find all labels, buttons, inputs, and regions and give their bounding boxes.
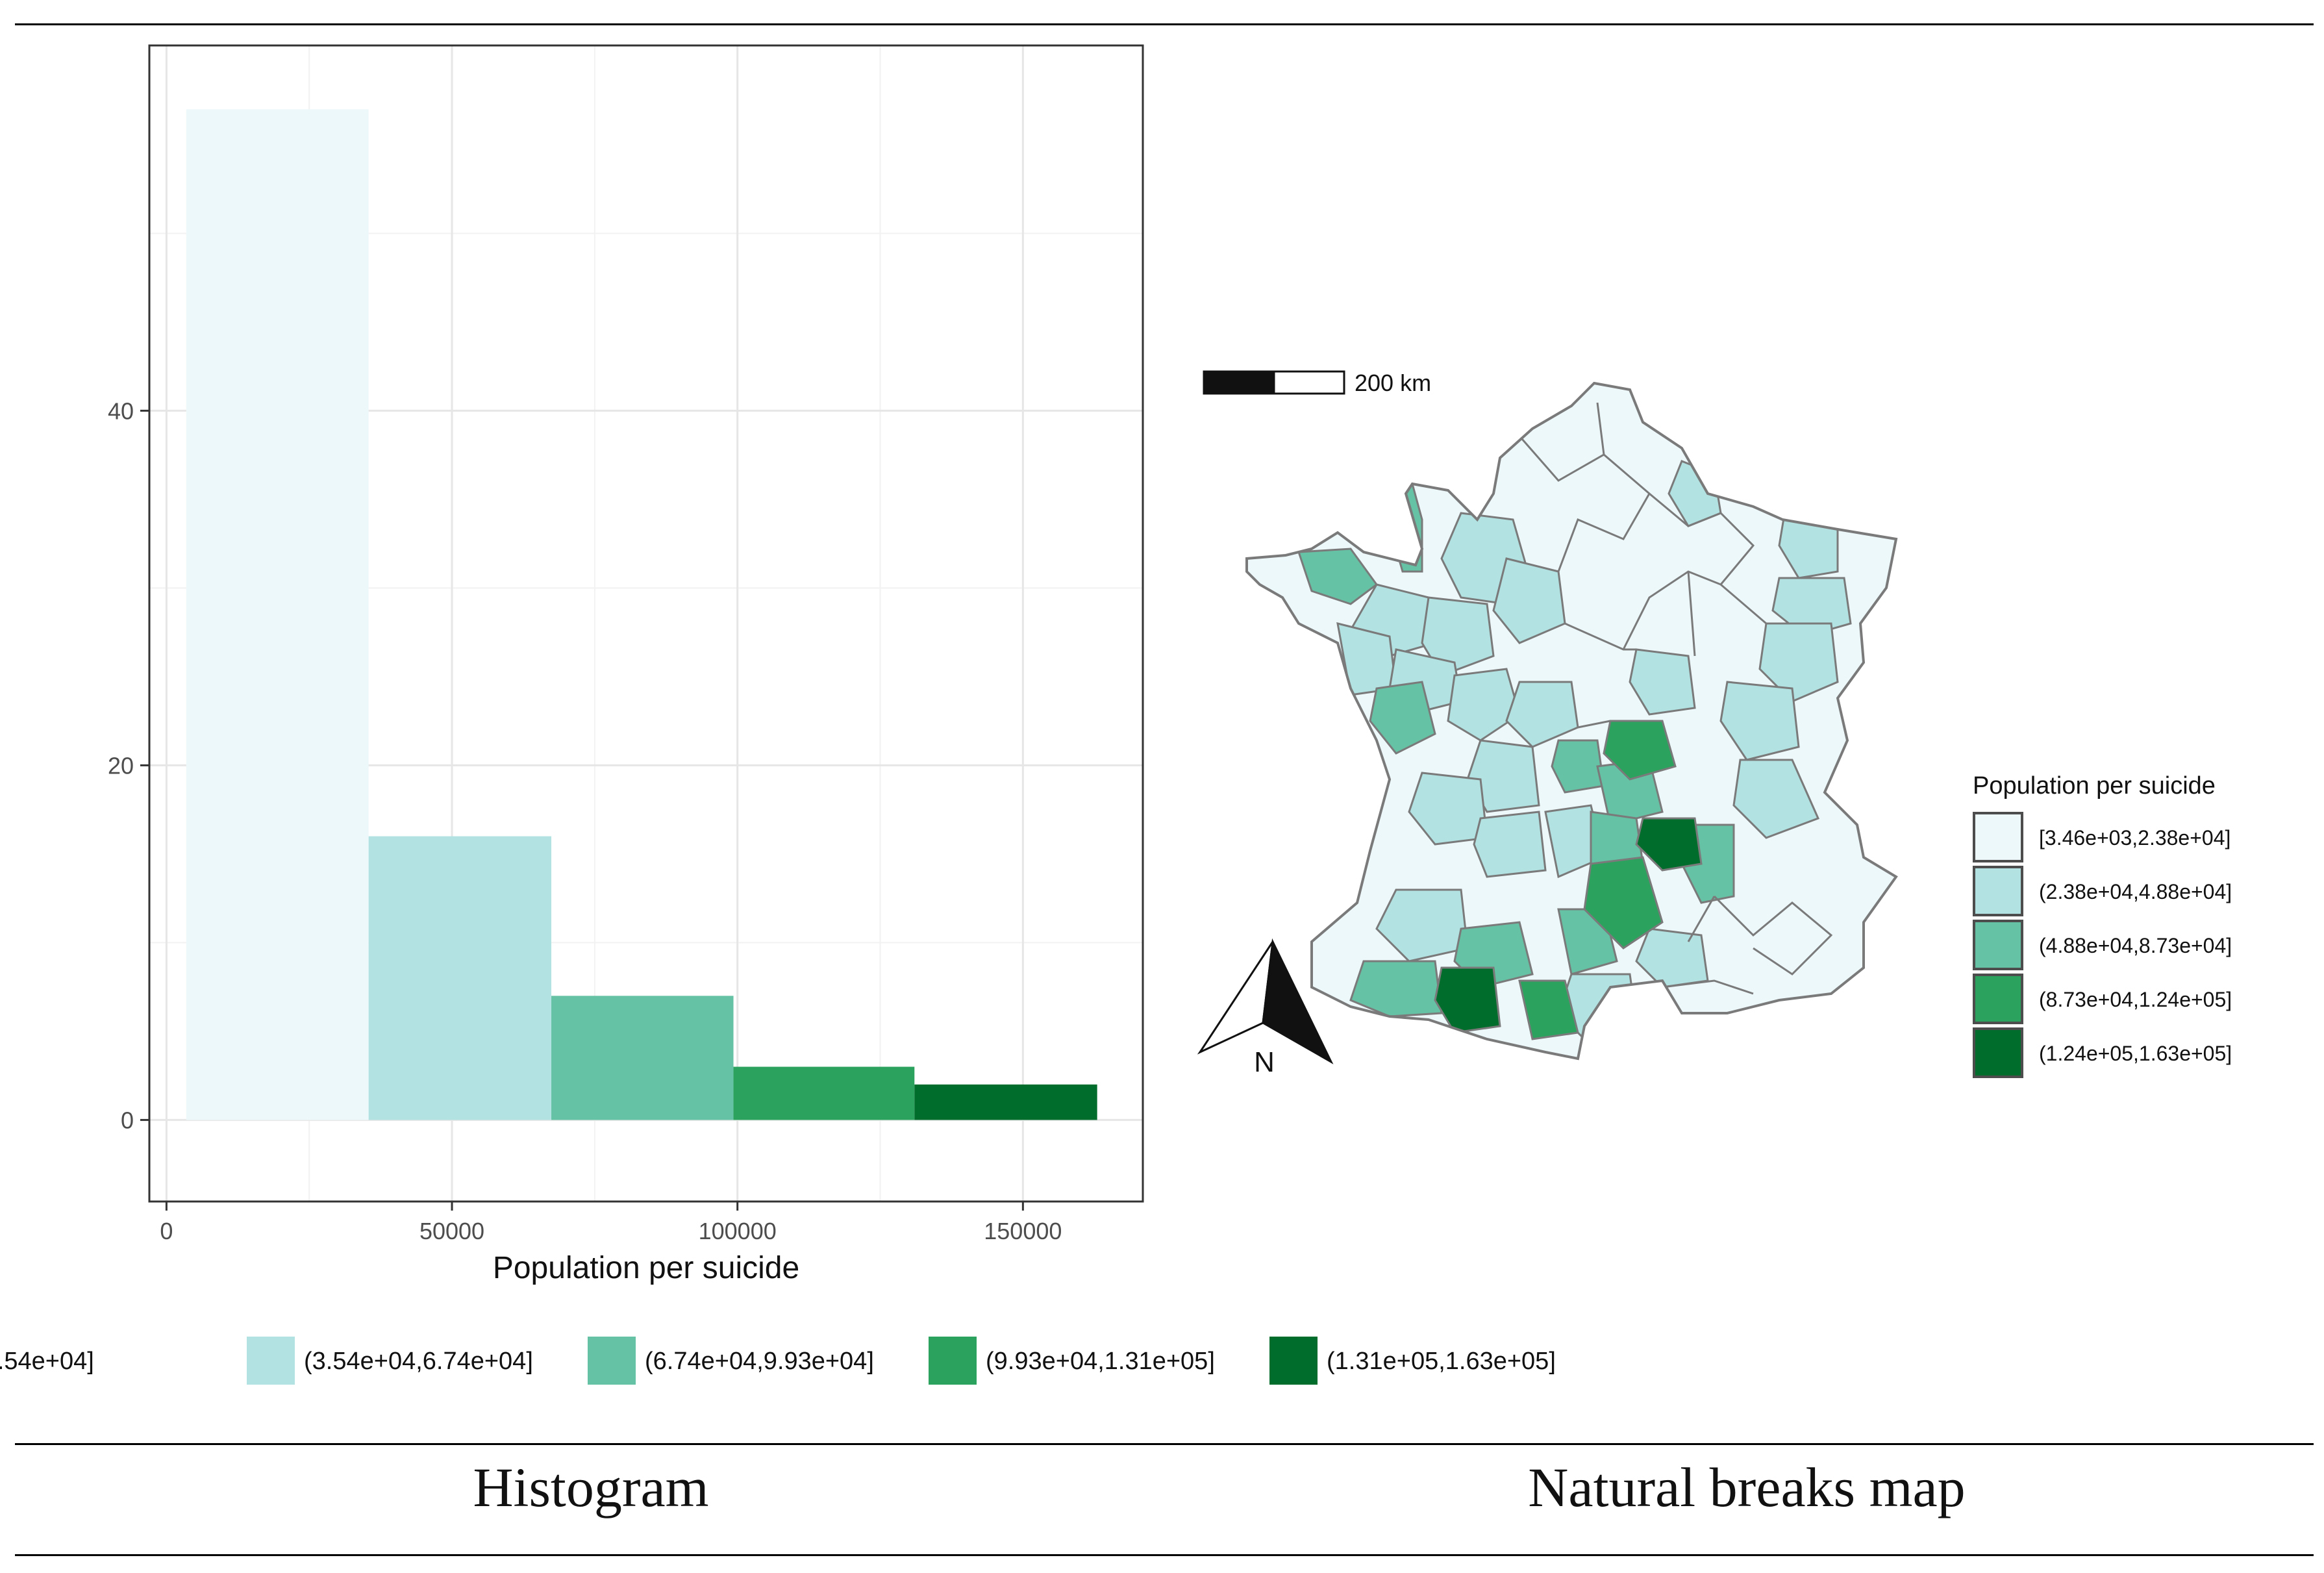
department-class-3 (1369, 681, 1436, 755)
x-axis-tick-label: 0 (160, 1218, 173, 1244)
histogram-grid (149, 45, 1143, 1202)
map-legend-key (1973, 812, 2023, 862)
north-arrow: N (1197, 938, 1334, 1078)
histogram-panel: 0 50000 100000 150000 0 20 40 Population per s… (0, 44, 1556, 1385)
histogram-bars (186, 109, 1097, 1120)
map-legend-label: (2.38e+04,4.88e+04] (2039, 880, 2232, 903)
histogram-legend-label: (3.54e+04,6.74e+04] (304, 1348, 533, 1375)
y-axis-tick-label: 0 (121, 1107, 134, 1133)
histogram-legend-key (588, 1337, 636, 1385)
histogram-legend-label: (9.93e+04,1.31e+05] (986, 1348, 1215, 1375)
scale-bar: 200 km (1203, 370, 1431, 396)
department-class-5 (1635, 817, 1703, 872)
histogram-bar (368, 836, 552, 1120)
north-arrow-white-half (1197, 941, 1274, 1055)
scale-bar-label: 200 km (1355, 370, 1431, 396)
map-legend: [3.46e+03,2.38e+04] (2.38e+04,4.88e+04] (4… (1973, 812, 2232, 1078)
department-class-5 (1434, 966, 1501, 1034)
department-class-2 (1447, 668, 1521, 742)
map-legend-label: [3.46e+03,2.38e+04] (2039, 826, 2230, 849)
department-class-2 (1719, 681, 1800, 761)
map-legend-label: (1.24e+05,1.63e+05] (2039, 1042, 2232, 1065)
x-axis-tick-label: 50000 (419, 1218, 484, 1244)
bottom-rule (15, 1554, 2314, 1556)
department-class-2 (1466, 739, 1540, 813)
department-class-2 (1408, 772, 1488, 846)
top-rule (15, 23, 2314, 25)
histogram-axes: 0 50000 100000 150000 0 20 40 (108, 397, 1062, 1244)
histogram-bar (186, 109, 369, 1120)
x-axis-tick-label: 150000 (984, 1218, 1062, 1244)
plot-border (148, 44, 1144, 1203)
france-outline (1245, 381, 1898, 1061)
histogram-bar (733, 1066, 915, 1120)
department-class-2 (1732, 759, 1820, 839)
histogram-legend-key (1269, 1337, 1318, 1385)
map-panel: 200 km (1197, 370, 2232, 1078)
caption-map: Natural breaks map (1528, 1456, 1966, 1518)
histogram-bar (914, 1084, 1097, 1120)
histogram-legend: ​3,3.54e+04] (3.54e+04,6.74e+04] (6.74e+04… (0, 1337, 1556, 1385)
north-arrow-label: N (1254, 1046, 1275, 1078)
y-axis-tick-label: 40 (108, 397, 134, 424)
caption-histogram: Histogram (473, 1456, 709, 1518)
scale-bar-black-segment (1203, 370, 1275, 395)
y-axis-tick-label: 20 (108, 752, 134, 779)
map-legend-title: Population per suicide (1973, 772, 2216, 799)
department-class-3 (1349, 960, 1443, 1018)
scale-bar-white-segment (1273, 370, 1345, 395)
map-legend-key (1973, 974, 2023, 1024)
department-class-4 (1583, 856, 1664, 950)
x-axis-tick-label: 100000 (699, 1218, 777, 1244)
x-axis-title: Population per suicide (493, 1251, 799, 1285)
histogram-bar (551, 996, 734, 1120)
department-class-2 (1375, 888, 1469, 963)
department-class-2 (1473, 811, 1547, 878)
map-legend-key (1973, 866, 2023, 916)
histogram-legend-key (247, 1337, 295, 1385)
map-legend-label: (8.73e+04,1.24e+05] (2039, 988, 2232, 1011)
histogram-legend-key (929, 1337, 977, 1385)
map-legend-key (1973, 1027, 2023, 1078)
department-class-2 (1629, 648, 1696, 716)
department-class-4 (1603, 720, 1677, 781)
north-arrow-black-half (1262, 938, 1334, 1064)
department-class-4 (1518, 979, 1579, 1040)
france-map (1245, 381, 1898, 1061)
histogram-legend-label: ​3,3.54e+04] (0, 1348, 94, 1375)
department-class-2 (1505, 681, 1579, 748)
map-legend-key (1973, 920, 2023, 970)
histogram-legend-label: (1.31e+05,1.63e+05] (1327, 1348, 1556, 1375)
histogram-legend-label: (6.74e+04,9.93e+04] (645, 1348, 874, 1375)
department-class-3 (1297, 547, 1379, 605)
department-class-2 (1758, 622, 1839, 703)
department-class-3 (1551, 739, 1605, 794)
middle-rule (15, 1443, 2314, 1445)
department-class-2 (1492, 557, 1566, 644)
department-class-2 (1421, 596, 1495, 677)
map-legend-label: (4.88e+04,8.73e+04] (2039, 934, 2232, 957)
